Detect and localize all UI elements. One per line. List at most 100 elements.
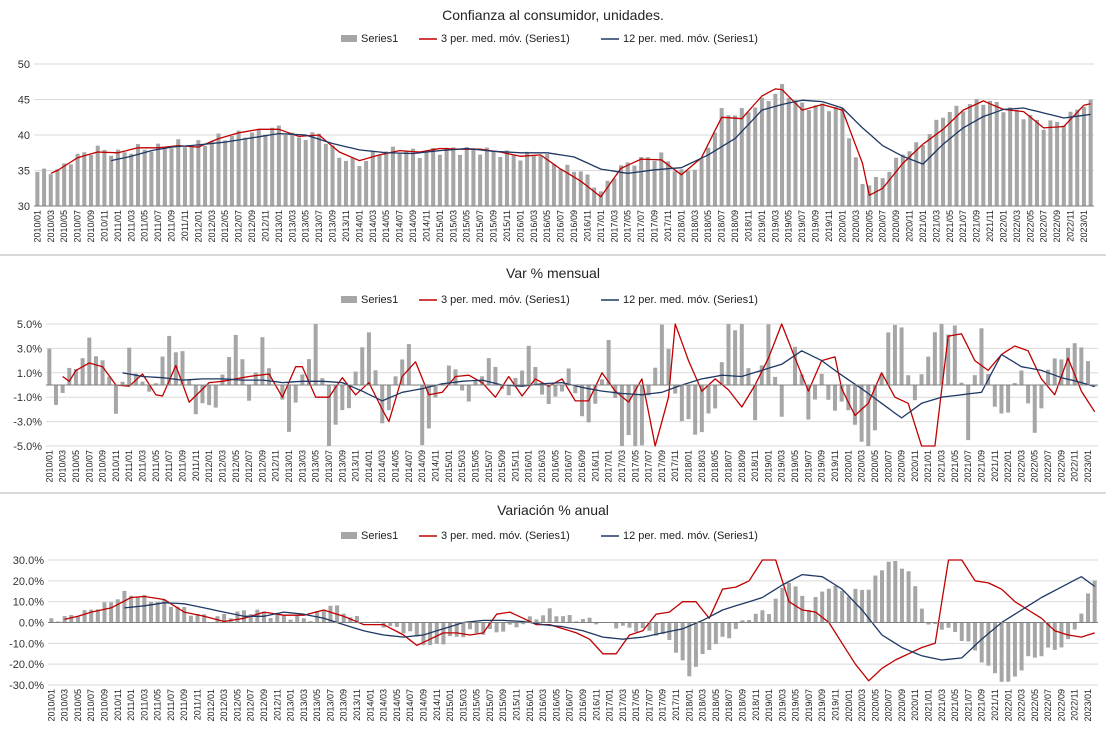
bar (437, 154, 442, 206)
chart-panel-annual-change: Variación % anual Series1 3 per. med. móv.… (0, 494, 1106, 732)
bar (207, 385, 212, 406)
bar (687, 622, 692, 677)
bar (504, 150, 509, 206)
bar (501, 622, 506, 632)
bar (518, 160, 523, 206)
bar (653, 367, 658, 385)
bar (813, 597, 818, 623)
x-tick-label: 2016/07 (556, 210, 566, 243)
bar (760, 610, 765, 623)
bar (886, 332, 891, 385)
bar (634, 622, 639, 632)
y-tick-label: -10.0% (9, 638, 44, 650)
bar (102, 602, 107, 623)
bar (639, 157, 644, 206)
x-tick-label: 2022/09 (1052, 210, 1062, 243)
bar (357, 166, 362, 206)
bar (60, 385, 65, 393)
bar (726, 324, 731, 385)
x-tick-label: 2023/01 (1083, 450, 1093, 483)
x-tick-label: 2018/01 (684, 689, 694, 722)
bar (69, 614, 74, 623)
bar (493, 366, 498, 385)
bar (466, 385, 471, 402)
bar (979, 622, 984, 663)
bar (959, 622, 964, 641)
x-tick-label: 2017/11 (671, 689, 681, 721)
bar (759, 365, 764, 385)
bar (156, 143, 161, 206)
bar (366, 332, 371, 385)
bar (1046, 369, 1051, 385)
x-tick-label: 2017/03 (609, 210, 619, 243)
bar (431, 147, 436, 206)
bar (773, 93, 778, 206)
x-tick-label: 2013/05 (312, 689, 322, 722)
bar (102, 149, 107, 206)
x-tick-label: 2015/01 (444, 450, 454, 483)
bar (155, 601, 160, 623)
x-tick-label: 2019/11 (830, 450, 840, 482)
bar (1072, 622, 1077, 630)
bar (614, 622, 619, 629)
x-tick-label: 2020/09 (891, 210, 901, 243)
bar (82, 152, 87, 206)
x-tick-label: 2021/01 (924, 689, 934, 722)
bar (580, 619, 585, 623)
bar (127, 347, 132, 385)
bar (1052, 358, 1057, 385)
bar (899, 568, 904, 623)
x-tick-label: 2022/07 (1043, 450, 1053, 483)
bar (220, 374, 225, 385)
bar (739, 324, 744, 385)
bar (840, 590, 845, 623)
chart-svg-consumer-confidence: Confianza al consumidor, unidades. Series… (18, 7, 1094, 243)
x-tick-label: 2014/03 (377, 450, 387, 483)
x-tick-label: 2011/11 (180, 210, 190, 241)
x-tick-label: 2022/03 (1016, 450, 1026, 483)
bar (460, 385, 465, 391)
bar (406, 344, 411, 385)
x-tick-label: 2010/07 (73, 210, 83, 243)
x-tick-label: 2016/01 (524, 450, 534, 483)
x-tick-label: 2012/11 (271, 450, 281, 482)
bar (448, 622, 453, 637)
bar (426, 385, 431, 429)
bar (370, 151, 375, 206)
x-tick-label: 2021/03 (937, 689, 947, 722)
x-tick-label: 2014/03 (368, 210, 378, 243)
bar (886, 561, 891, 623)
series-line-ma12 (111, 99, 1091, 174)
x-tick-label: 2015/01 (435, 210, 445, 243)
bar (866, 589, 871, 623)
bar (560, 385, 565, 392)
x-tick-label: 2022/07 (1039, 210, 1049, 243)
bar (109, 602, 114, 623)
bar (906, 571, 911, 623)
bar (994, 102, 999, 206)
bar (290, 132, 295, 206)
legend-label-bars: Series1 (361, 530, 398, 542)
bar (934, 119, 939, 206)
bar (390, 146, 395, 206)
bar (135, 596, 140, 623)
x-tick-label: 2014/07 (395, 210, 405, 243)
x-tick-label: 2016/09 (578, 689, 588, 722)
bar (640, 622, 645, 629)
bar (307, 359, 311, 385)
x-tick-label: 2017/09 (650, 210, 660, 243)
bar (283, 134, 288, 206)
bar (53, 385, 58, 405)
bar (1075, 109, 1080, 206)
bar (986, 622, 991, 666)
y-tick-label: 50 (18, 59, 30, 71)
bar (593, 385, 598, 404)
x-tick-label: 2011/09 (167, 210, 177, 242)
bar (182, 607, 187, 623)
x-tick-label: 2022/03 (1012, 210, 1022, 243)
bar (260, 337, 265, 385)
bar (952, 325, 957, 385)
x-tick-label: 2010/07 (84, 450, 94, 483)
bar (961, 111, 966, 206)
bar (946, 622, 951, 628)
